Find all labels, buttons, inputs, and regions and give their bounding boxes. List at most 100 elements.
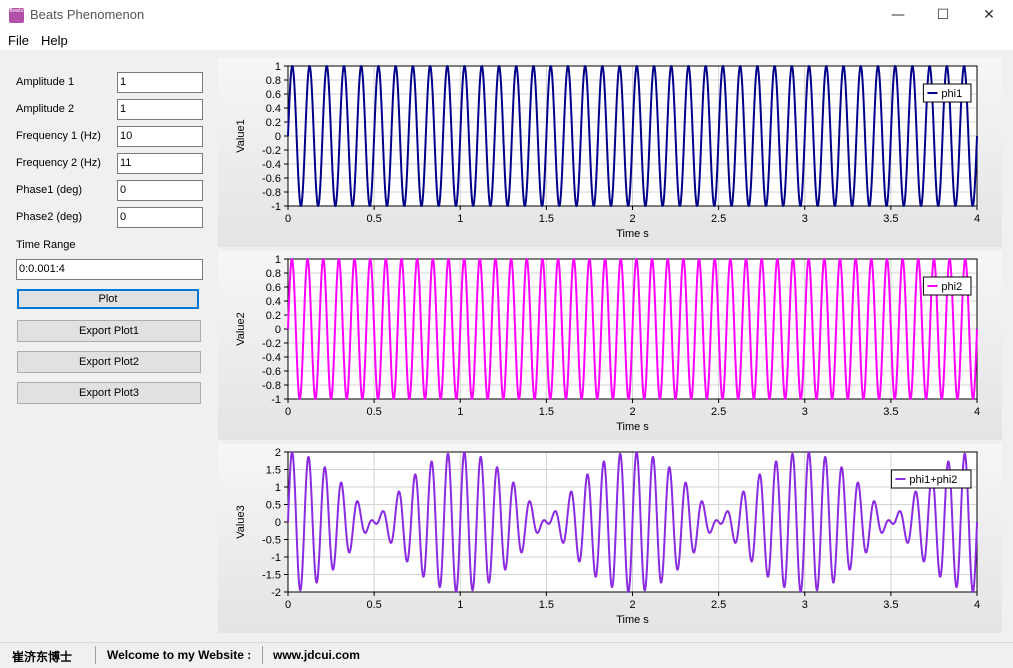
y-tick-label: -0.2 [262,338,281,350]
y-tick-label: 0 [275,517,281,529]
x-tick-label: 2.5 [711,599,726,611]
y-tick-label: -0.5 [262,535,281,547]
legend-box [922,83,972,103]
phase1-input[interactable] [117,180,203,201]
frequency1-label: Frequency 1 (Hz) [16,130,101,142]
y-tick-label: -0.4 [262,159,281,171]
frequency2-input[interactable] [117,153,203,174]
x-tick-label: 0.5 [366,599,381,611]
x-axis-label: Time s [616,228,649,240]
y-tick-label: -0.6 [262,173,281,185]
close-button[interactable]: ✕ [966,0,1012,30]
status-url[interactable]: www.jdcui.com [273,648,360,662]
amplitude1-input[interactable] [117,72,203,93]
plot1-chart: 0 0.5 1 1.5 2 2.5 3 3.5 4 1 0.8 0.6 0.4 0.2 0 -0.2 -0.4 -… [235,61,980,240]
x-tick-label: 2 [629,406,635,418]
minimize-button[interactable]: — [875,0,921,30]
amplitude2-input[interactable] [117,99,203,120]
y-tick-label: 0.2 [266,117,281,129]
title-bar: Beats Beats Phenomenon — ☐ ✕ [0,0,1013,30]
x-tick-label: 2 [629,599,635,611]
x-tick-label: 2.5 [711,213,726,225]
time-range-label: Time Range [16,239,76,251]
status-author: 崔济东博士 [12,650,73,664]
y-tick-label: 0.2 [266,310,281,322]
x-tick-label: 3 [802,213,808,225]
y-tick-label: 0.6 [266,282,281,294]
frequency1-input[interactable] [117,126,203,147]
export-plot2-button[interactable]: Export Plot2 [17,351,201,373]
legend-label: phi1+phi2 [909,474,957,486]
series-line-phi2 [287,258,978,400]
minimize-icon: — [891,7,905,23]
x-tick-label: 4 [974,406,980,418]
amplitude2-label: Amplitude 2 [16,103,75,115]
x-tick-label: 3.5 [883,406,898,418]
x-tick-label: 3 [802,406,808,418]
y-axis-label: Value3 [235,505,247,538]
x-tick-label: 1.5 [539,406,554,418]
y-tick-label: -0.6 [262,366,281,378]
y-tick-label: 0.8 [266,268,281,280]
y-tick-label: 0.4 [266,296,281,308]
legend-label: phi1 [941,88,962,100]
y-tick-label: 1.5 [266,465,281,477]
x-tick-label: 3.5 [883,213,898,225]
menu-help[interactable]: Help [41,33,68,48]
y-tick-label: -0.8 [262,187,281,199]
x-tick-label: 0 [285,406,291,418]
y-tick-label: -1.5 [262,570,281,582]
export-plot3-button[interactable]: Export Plot3 [17,382,201,404]
x-tick-label: 1 [457,406,463,418]
y-axis-label: Value1 [235,119,247,152]
x-tick-label: 1.5 [539,213,554,225]
menu-file[interactable]: File [8,33,29,48]
y-tick-label: 0.6 [266,89,281,101]
legend-box [922,276,972,296]
x-axis-label: Time s [616,421,649,433]
x-tick-label: 4 [974,213,980,225]
x-tick-label: 1 [457,599,463,611]
y-tick-label: 0 [275,324,281,336]
phase1-label: Phase1 (deg) [16,184,83,196]
time-range-input[interactable] [16,259,203,280]
y-tick-label: -1 [271,552,281,564]
x-axis-label: Time s [616,614,649,626]
window-title: Beats Phenomenon [30,7,145,22]
plot-button[interactable]: Plot [17,289,199,309]
plot3-chart: 0 0.5 1 1.5 2 2.5 3 3.5 4 2 1.5 1 0.5 0 -0.5 -1 -1.5 -2 Ti… [235,447,980,626]
x-tick-label: 1.5 [539,599,554,611]
y-tick-label: -0.4 [262,352,281,364]
menu-bar: File Help [0,30,1013,50]
app-icon: Beats [9,8,24,23]
amplitude1-label: Amplitude 1 [16,76,75,88]
status-divider [262,646,263,664]
y-tick-label: 0.5 [266,500,281,512]
export-plot1-button[interactable]: Export Plot1 [17,320,201,342]
plot3-panel: 0 0.5 1 1.5 2 2.5 3 3.5 4 2 1.5 1 0.5 0 -0.5 -1 -1.5 -2 Ti… [218,444,1002,633]
app-icon-text: Beats [9,8,24,14]
phase2-input[interactable] [117,207,203,228]
maximize-button[interactable]: ☐ [920,0,966,30]
plot1-panel: 0 0.5 1 1.5 2 2.5 3 3.5 4 1 0.8 0.6 0.4 0.2 0 -0.2 -0.4 -… [218,58,1002,247]
y-tick-label: 1 [275,254,281,266]
y-tick-label: -1 [271,201,281,213]
plot2-chart: 0 0.5 1 1.5 2 2.5 3 3.5 4 1 0.8 0.6 0.4 0.2 0 -0.2 -0.4 -… [235,254,980,433]
x-tick-label: 1 [457,213,463,225]
y-tick-label: -1 [271,394,281,406]
y-tick-label: -0.8 [262,380,281,392]
x-tick-label: 0 [285,213,291,225]
y-axis-label: Value2 [235,312,247,345]
y-tick-label: -0.2 [262,145,281,157]
x-tick-label: 0.5 [366,213,381,225]
status-welcome: Welcome to my Website : [107,648,252,662]
series-line-phi1+phi2 [287,451,978,593]
y-tick-label: 1 [275,61,281,73]
close-icon: ✕ [983,7,995,23]
phase2-label: Phase2 (deg) [16,211,83,223]
legend-box [890,469,972,489]
x-tick-label: 3.5 [883,599,898,611]
x-tick-label: 2.5 [711,406,726,418]
x-tick-label: 0 [285,599,291,611]
y-tick-label: 0 [275,131,281,143]
